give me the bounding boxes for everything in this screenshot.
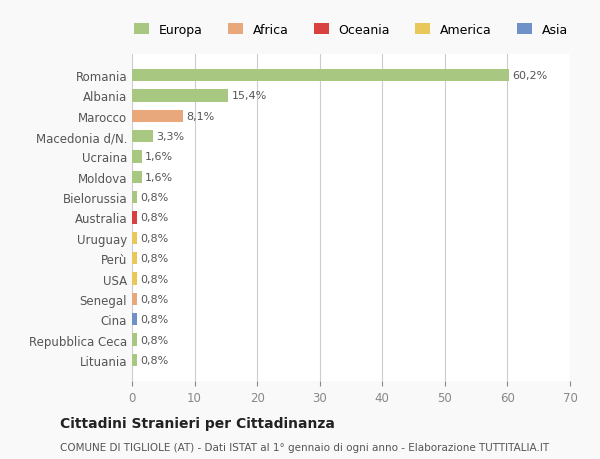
- Text: 8,1%: 8,1%: [186, 112, 214, 122]
- Bar: [132, 293, 137, 305]
- Text: 0,8%: 0,8%: [140, 294, 169, 304]
- Bar: [132, 171, 142, 184]
- Text: 0,8%: 0,8%: [140, 355, 169, 365]
- Bar: [132, 354, 137, 366]
- Text: Cittadini Stranieri per Cittadinanza: Cittadini Stranieri per Cittadinanza: [60, 416, 335, 430]
- Bar: [132, 111, 182, 123]
- Text: 0,8%: 0,8%: [140, 213, 169, 223]
- Text: 1,6%: 1,6%: [145, 173, 173, 182]
- Text: 0,8%: 0,8%: [140, 193, 169, 203]
- Text: 1,6%: 1,6%: [145, 152, 173, 162]
- Text: 0,8%: 0,8%: [140, 254, 169, 263]
- Bar: [132, 334, 137, 346]
- Text: 60,2%: 60,2%: [512, 71, 547, 81]
- Bar: [132, 232, 137, 244]
- Text: 0,8%: 0,8%: [140, 335, 169, 345]
- Bar: [132, 192, 137, 204]
- Text: 3,3%: 3,3%: [156, 132, 184, 142]
- Bar: [132, 151, 142, 163]
- Bar: [132, 313, 137, 325]
- Bar: [132, 90, 229, 102]
- Text: 0,8%: 0,8%: [140, 314, 169, 325]
- Bar: [132, 252, 137, 265]
- Text: 0,8%: 0,8%: [140, 274, 169, 284]
- Text: COMUNE DI TIGLIOLE (AT) - Dati ISTAT al 1° gennaio di ogni anno - Elaborazione T: COMUNE DI TIGLIOLE (AT) - Dati ISTAT al …: [60, 442, 549, 452]
- Legend: Europa, Africa, Oceania, America, Asia: Europa, Africa, Oceania, America, Asia: [129, 19, 573, 42]
- Bar: [132, 273, 137, 285]
- Text: 15,4%: 15,4%: [232, 91, 267, 101]
- Text: 0,8%: 0,8%: [140, 233, 169, 243]
- Bar: [132, 70, 509, 82]
- Bar: [132, 131, 152, 143]
- Bar: [132, 212, 137, 224]
